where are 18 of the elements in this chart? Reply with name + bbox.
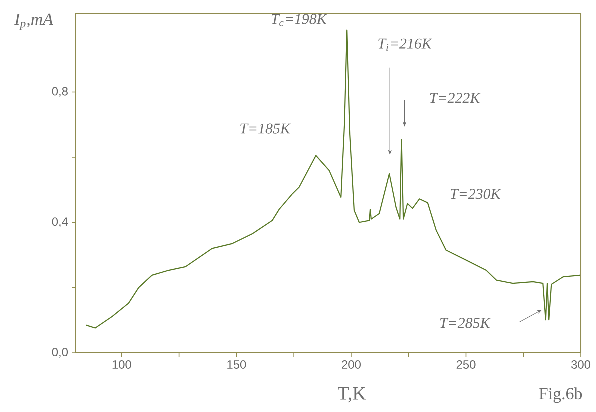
annotation: T$_{i}$=216K xyxy=(378,38,432,51)
annotation: T=185K xyxy=(240,124,292,134)
line-series xyxy=(86,30,581,329)
annotation: T=285K xyxy=(440,318,491,328)
y-tick-label: 0,4 xyxy=(52,218,68,228)
x-tick-label: 300 xyxy=(571,360,591,369)
annotation: T=222K xyxy=(430,93,481,104)
annotation: T$_{c}$=198K xyxy=(272,14,328,26)
x-tick-label: 250 xyxy=(456,360,476,369)
x-tick-label: 100 xyxy=(112,360,132,369)
x-tick-label: 150 xyxy=(228,360,246,369)
annotation: T=230K xyxy=(450,189,502,200)
y-tick-label: 0,8 xyxy=(52,87,68,98)
x-tick-label: 200 xyxy=(342,360,361,369)
caption: Fig.6b xyxy=(539,388,582,404)
y-tick-label: 0,0 xyxy=(52,348,68,358)
x-axis-title: T,K xyxy=(338,387,366,403)
y-axis-title: I$_{p}$,mA xyxy=(14,14,54,30)
